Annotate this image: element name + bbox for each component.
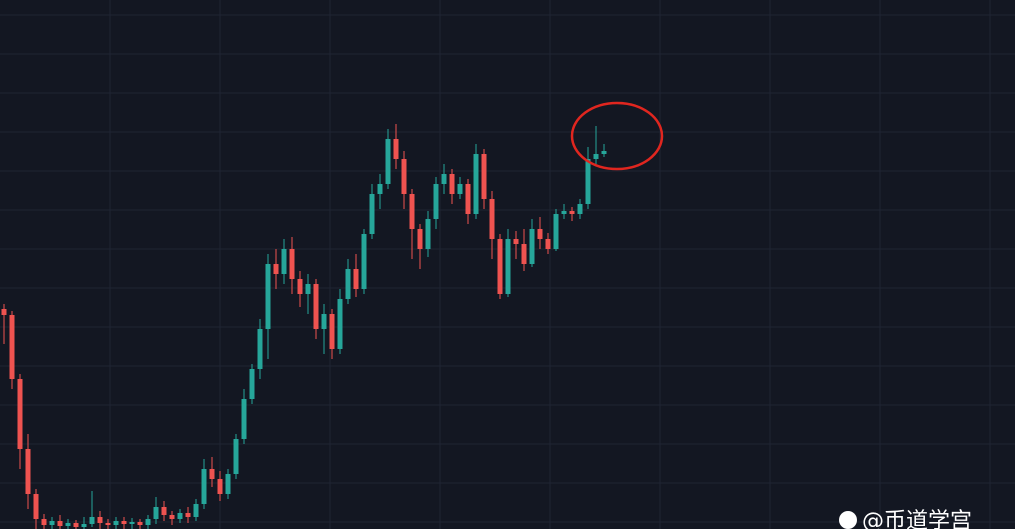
candle-body <box>545 239 551 249</box>
candle-body <box>369 194 375 234</box>
candle-body <box>553 214 559 249</box>
watermark-group: @币道学宫 <box>839 509 972 529</box>
candle-body <box>217 479 223 494</box>
candle-body <box>521 244 527 264</box>
candle-body <box>601 151 607 154</box>
candle-body <box>425 219 431 249</box>
candle-body <box>121 521 127 524</box>
candle-body <box>145 519 151 525</box>
candle-body <box>113 521 119 525</box>
candle-body <box>497 239 503 294</box>
candle-body <box>393 139 399 159</box>
candle-body <box>585 159 591 204</box>
candle-body <box>161 507 167 515</box>
candle-body <box>537 229 543 239</box>
candle-body <box>233 439 239 474</box>
candle-body <box>9 315 15 379</box>
candle-body <box>225 474 231 494</box>
candle-body <box>209 469 215 479</box>
candle-body <box>273 264 279 274</box>
candle-body <box>249 369 255 399</box>
candle-body <box>137 522 143 525</box>
candle-body <box>401 159 407 194</box>
candle-body <box>185 513 191 517</box>
candle-body <box>201 469 207 504</box>
candles <box>1 124 607 529</box>
candle-body <box>345 269 351 299</box>
candle-body <box>41 519 47 525</box>
candle-body <box>569 211 575 214</box>
candle-body <box>129 522 135 524</box>
candle-body <box>281 249 287 274</box>
candle-body <box>65 523 71 526</box>
candle-body <box>561 211 567 214</box>
candle-body <box>457 184 463 194</box>
candle-body <box>297 279 303 294</box>
candle-body <box>337 299 343 349</box>
candle-body <box>57 521 63 526</box>
candle-body <box>529 229 535 264</box>
candle-body <box>329 314 335 349</box>
candle-body <box>1 309 7 315</box>
candle-body <box>17 379 23 449</box>
highlight-circle <box>570 101 664 171</box>
candle-body <box>153 507 159 519</box>
candle-body <box>465 184 471 214</box>
candle-body <box>49 521 55 525</box>
candle-body <box>97 517 103 523</box>
candle-body <box>593 154 599 159</box>
candle-body <box>489 199 495 239</box>
candle-body <box>481 154 487 199</box>
candle-body <box>305 284 311 294</box>
candle-body <box>81 524 87 527</box>
candle-body <box>321 314 327 329</box>
candle-body <box>513 239 519 244</box>
candle-body <box>89 517 95 524</box>
candle-body <box>409 194 415 229</box>
candle-body <box>313 284 319 329</box>
watermark-icon <box>839 511 857 529</box>
candle-body <box>257 329 263 369</box>
candle-body <box>417 229 423 249</box>
candle-body <box>265 264 271 329</box>
candle-body <box>353 269 359 289</box>
candle-body <box>169 515 175 519</box>
candle-body <box>377 184 383 194</box>
candle-body <box>441 174 447 184</box>
candle-body <box>385 139 391 184</box>
candle-body <box>105 523 111 525</box>
candle-body <box>473 154 479 214</box>
candle-body <box>25 449 31 494</box>
candle-body <box>33 494 39 519</box>
candle-body <box>193 504 199 517</box>
candle-body <box>505 239 511 294</box>
candle-body <box>241 399 247 439</box>
candle-body <box>577 204 583 214</box>
candle-body <box>289 249 295 279</box>
candle-body <box>449 174 455 194</box>
candle-body <box>177 513 183 519</box>
candle-body <box>73 523 79 527</box>
candle-body <box>361 234 367 289</box>
watermark: @币道学宫 <box>862 509 972 529</box>
candle-body <box>433 184 439 219</box>
